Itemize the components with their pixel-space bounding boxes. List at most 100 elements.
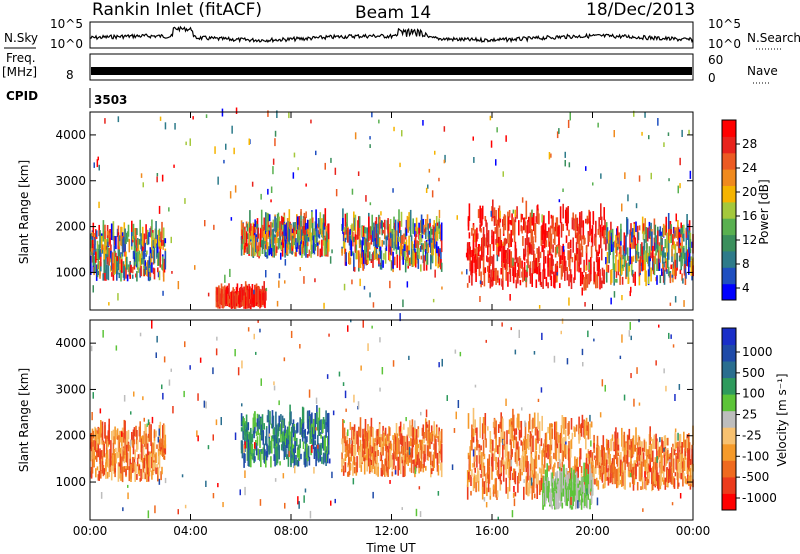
noise-tick-right-bottom: 10^0 [708, 37, 741, 51]
echo-cell [254, 456, 256, 462]
echo-cell [476, 257, 479, 269]
echo-cell [603, 207, 605, 221]
echo-cell [126, 231, 129, 242]
echo-cell [619, 355, 622, 359]
echo-cell [496, 243, 499, 247]
echo-cell [512, 472, 514, 480]
echo-cell [646, 227, 649, 242]
echo-cell [519, 462, 522, 481]
echo-cell [631, 256, 633, 264]
echo-cell [327, 239, 330, 252]
echo-cell [269, 233, 271, 249]
echo-cell [131, 238, 134, 243]
echo-cell [533, 243, 535, 250]
echo-cell [378, 246, 381, 252]
echo-cell [534, 236, 537, 243]
echo-cell [316, 227, 318, 237]
echo-cell [217, 176, 219, 185]
echo-cell [672, 344, 675, 348]
echo-cell [314, 278, 316, 283]
echo-cell [300, 209, 302, 216]
echo-cell [278, 231, 280, 237]
echo-cell [507, 487, 509, 499]
echo-cell [623, 394, 626, 401]
colorbar-swatch [722, 443, 736, 461]
echo-cell [405, 450, 408, 465]
echo-cell [543, 215, 545, 234]
echo-cell [369, 426, 372, 446]
echo-cell [322, 440, 325, 451]
echo-cell [527, 220, 529, 234]
echo-cell [488, 466, 491, 484]
echo-cell [605, 263, 608, 275]
echo-cell [509, 268, 512, 282]
echo-cell [265, 251, 267, 257]
echo-cell [275, 435, 278, 454]
echo-cell [669, 273, 672, 284]
echo-cell [679, 248, 682, 258]
echo-cell [91, 230, 94, 246]
echo-cell [229, 268, 231, 277]
echo-cell [117, 256, 120, 271]
echo-cell [662, 272, 664, 276]
echo-cell [516, 449, 518, 467]
echo-cell [110, 265, 112, 272]
echo-cell [425, 187, 428, 193]
echo-cell [546, 463, 548, 483]
echo-cell [405, 219, 408, 236]
echo-cell [476, 233, 479, 239]
echo-cell [287, 236, 290, 242]
echo-cell [322, 452, 325, 465]
echo-cell [517, 441, 519, 450]
echo-cell [477, 474, 480, 492]
echo-cell [519, 433, 522, 438]
echo-cell [598, 244, 600, 254]
echo-cell [616, 480, 619, 488]
echo-cell [545, 446, 548, 453]
echo-cell [640, 486, 642, 490]
echo-cell [412, 218, 414, 235]
echo-cell [588, 453, 590, 465]
echo-cell [155, 352, 157, 358]
x-tick-label: 08:00 [274, 524, 309, 538]
echo-cell [363, 434, 365, 449]
echo-cell [141, 435, 144, 444]
echo-cell [492, 484, 495, 490]
echo-cell [121, 466, 124, 483]
echo-cell [312, 418, 315, 436]
echo-cell [574, 216, 577, 227]
echo-cell [381, 460, 383, 471]
echo-cell [151, 262, 153, 273]
echo-cell [302, 219, 305, 234]
echo-cell [564, 429, 567, 442]
echo-cell [323, 302, 325, 309]
echo-cell [466, 283, 469, 288]
echo-cell [283, 215, 286, 228]
colorbar-tick-label: 25 [742, 408, 757, 422]
echo-cell [135, 247, 137, 267]
echo-cell [240, 427, 243, 432]
echo-cell [372, 302, 375, 308]
echo-cell [420, 461, 423, 469]
echo-cell [395, 230, 398, 247]
echo-cell [539, 251, 542, 259]
echo-cell [579, 221, 582, 241]
echo-cell [632, 255, 635, 262]
echo-cell [376, 253, 378, 261]
echo-cell [613, 130, 615, 138]
echo-cell [197, 435, 199, 442]
echo-cell [539, 481, 542, 490]
echo-cell [279, 461, 281, 466]
echo-cell [490, 256, 492, 264]
echo-cell [327, 427, 329, 433]
echo-cell [653, 237, 656, 252]
echo-cell [593, 466, 595, 485]
echo-cell [617, 237, 620, 244]
echo-cell [263, 423, 265, 430]
echo-cell [444, 154, 446, 163]
echo-cell [222, 502, 224, 508]
echo-cell [600, 277, 602, 285]
echo-cell [561, 502, 564, 509]
echo-cell [101, 247, 104, 254]
beam-title: Beam 14 [355, 3, 431, 23]
